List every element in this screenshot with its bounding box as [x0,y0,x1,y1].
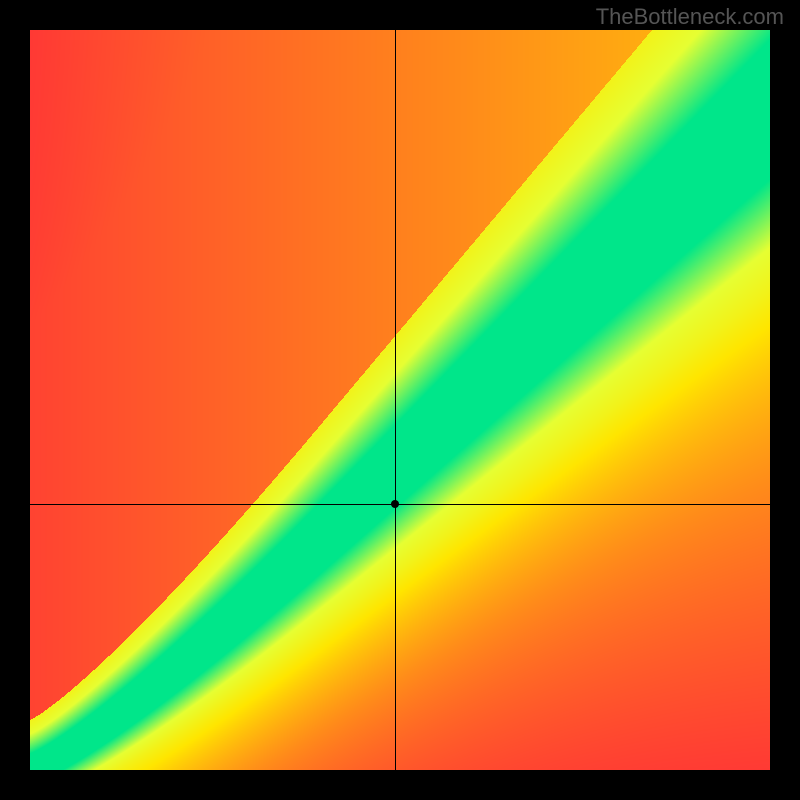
watermark-text: TheBottleneck.com [596,4,784,30]
crosshair-vertical [395,30,396,770]
chart-container: TheBottleneck.com [0,0,800,800]
plot-area [30,30,770,770]
crosshair-horizontal [30,504,770,505]
heatmap-canvas [30,30,770,770]
crosshair-marker-dot [391,500,399,508]
